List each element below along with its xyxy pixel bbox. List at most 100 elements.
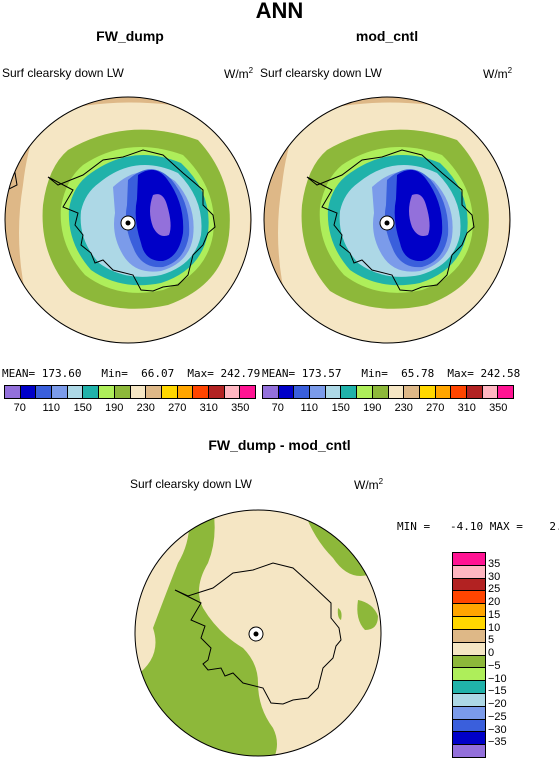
colorbar-tick-label: 270 [426, 402, 445, 414]
colorbar-swatch [5, 386, 21, 398]
colorbar-tick-label: 70 [13, 402, 26, 414]
colorbar-swatch [453, 591, 485, 605]
colorbar-tick-label: 35 [488, 557, 501, 570]
colorbar-tick-label: 150 [73, 402, 92, 414]
colorbar-1 [4, 385, 256, 399]
colorbar-swatch [453, 668, 485, 682]
colorbar-tick-label: 230 [136, 402, 155, 414]
colorbar-tick-label: 190 [363, 402, 382, 414]
colorbar-swatch [453, 604, 485, 618]
colorbar-swatch [146, 386, 162, 398]
colorbar-tick-label: −15 [488, 685, 507, 698]
colorbar-swatch [453, 617, 485, 630]
polar-map-mod-cntl [263, 96, 511, 344]
colorbar-swatch [435, 386, 452, 398]
colorbar-swatch [453, 565, 485, 579]
colorbar-swatch [453, 706, 485, 720]
panel-1-stats: MEAN= 173.60 Min= 66.07 Max= 242.79 [2, 367, 261, 380]
diff-units: W/m2 [354, 477, 383, 492]
panel-2-left-label: Surf clearsky down LW [260, 66, 382, 80]
colorbar-tick-label: 190 [105, 402, 124, 414]
colorbar-tick-label: 0 [488, 647, 495, 659]
panel-2-stats: MEAN= 173.57 Min= 65.78 Max= 242.58 [262, 367, 521, 380]
colorbar-2-ticks: 70 110 150 190 230 270 310 350 [262, 402, 514, 416]
units-exp: 2 [378, 477, 384, 486]
panel-1-units: W/m2 [224, 66, 253, 81]
units-base: W/m [224, 67, 249, 81]
colorbar-tick-label: 270 [168, 402, 187, 414]
colorbar-tick-label: 310 [199, 402, 218, 414]
colorbar-tick-label: 350 [489, 402, 508, 414]
colorbar-1-swatches [4, 385, 256, 399]
colorbar-swatch [161, 386, 178, 398]
colorbar-swatch [240, 386, 255, 398]
colorbar-tick-label: 110 [42, 402, 61, 414]
colorbar-swatch [263, 386, 279, 398]
units-exp: 2 [248, 66, 254, 75]
units-base: W/m [483, 67, 508, 81]
colorbar-tick-label: 150 [331, 402, 350, 414]
panel-2-title: mod_cntl [355, 28, 419, 44]
colorbar-swatch [67, 386, 84, 398]
colorbar-tick-label: 10 [488, 621, 501, 634]
units-exp: 2 [507, 66, 513, 75]
colorbar-swatch [177, 386, 194, 398]
colorbar-swatch [52, 386, 68, 398]
colorbar-swatch [99, 386, 115, 398]
diff-left-label: Surf clearsky down LW [130, 477, 252, 491]
colorbar-tick-label: −35 [488, 736, 507, 749]
units-base: W/m [354, 478, 379, 492]
colorbar-tick-label: 30 [488, 570, 501, 583]
colorbar-swatch [83, 386, 100, 398]
colorbar-2 [262, 385, 514, 399]
colorbar-swatch [482, 386, 499, 398]
colorbar-tick-label: 350 [231, 402, 250, 414]
colorbar-swatch [453, 745, 485, 757]
colorbar-tick-label: 230 [394, 402, 413, 414]
colorbar-tick-label: −20 [488, 698, 507, 710]
colorbar-swatch [451, 386, 467, 398]
colorbar-tick-label: 70 [271, 402, 284, 414]
colorbar-swatch [453, 693, 485, 707]
colorbar-tick-label: −5 [488, 659, 501, 672]
colorbar-swatch [453, 719, 485, 733]
diff-colorbar [452, 552, 486, 758]
colorbar-1-ticks: 70 110 150 190 230 270 310 350 [4, 402, 256, 416]
colorbar-swatch [325, 386, 342, 398]
colorbar-swatch [278, 386, 295, 398]
colorbar-swatch [388, 386, 405, 398]
colorbar-swatch [36, 386, 53, 398]
colorbar-swatch [372, 386, 389, 398]
colorbar-swatch [453, 732, 485, 746]
panel-1-left-label: Surf clearsky down LW [2, 66, 124, 80]
colorbar-swatch [357, 386, 373, 398]
colorbar-swatch [453, 655, 485, 669]
colorbar-swatch [224, 386, 241, 398]
colorbar-swatch [404, 386, 420, 398]
diff-title: FW_dump - mod_cntl [208, 437, 351, 453]
colorbar-tick-label: −30 [488, 723, 507, 736]
colorbar-swatch [310, 386, 326, 398]
panel-2-units: W/m2 [483, 66, 512, 81]
main-title: ANN [255, 0, 304, 23]
diff-stats: MIN = -4.10 MAX = 2.47 [397, 520, 559, 533]
colorbar-swatch [453, 629, 485, 643]
colorbar-swatch [419, 386, 436, 398]
colorbar-tick-label: 110 [300, 402, 319, 414]
colorbar-tick-label: 5 [488, 634, 495, 647]
panel-1-title: FW_dump [96, 28, 164, 44]
colorbar-tick-label: 15 [488, 608, 501, 621]
colorbar-swatch [294, 386, 311, 398]
colorbar-tick-label: 310 [457, 402, 476, 414]
polar-map-fw-dump [4, 96, 252, 344]
colorbar-swatch [114, 386, 131, 398]
colorbar-swatch [130, 386, 147, 398]
diff-colorbar-ticks: 35 30 25 20 15 10 5 0 −5 −10 −15 −20 −25 −30 −35 [488, 552, 528, 756]
colorbar-swatch [453, 681, 485, 694]
colorbar-swatch [453, 578, 485, 592]
colorbar-swatch [20, 386, 37, 398]
colorbar-2-swatches [262, 385, 514, 399]
colorbar-swatch [208, 386, 225, 398]
colorbar-tick-label: 20 [488, 596, 501, 608]
colorbar-swatch [498, 386, 513, 398]
